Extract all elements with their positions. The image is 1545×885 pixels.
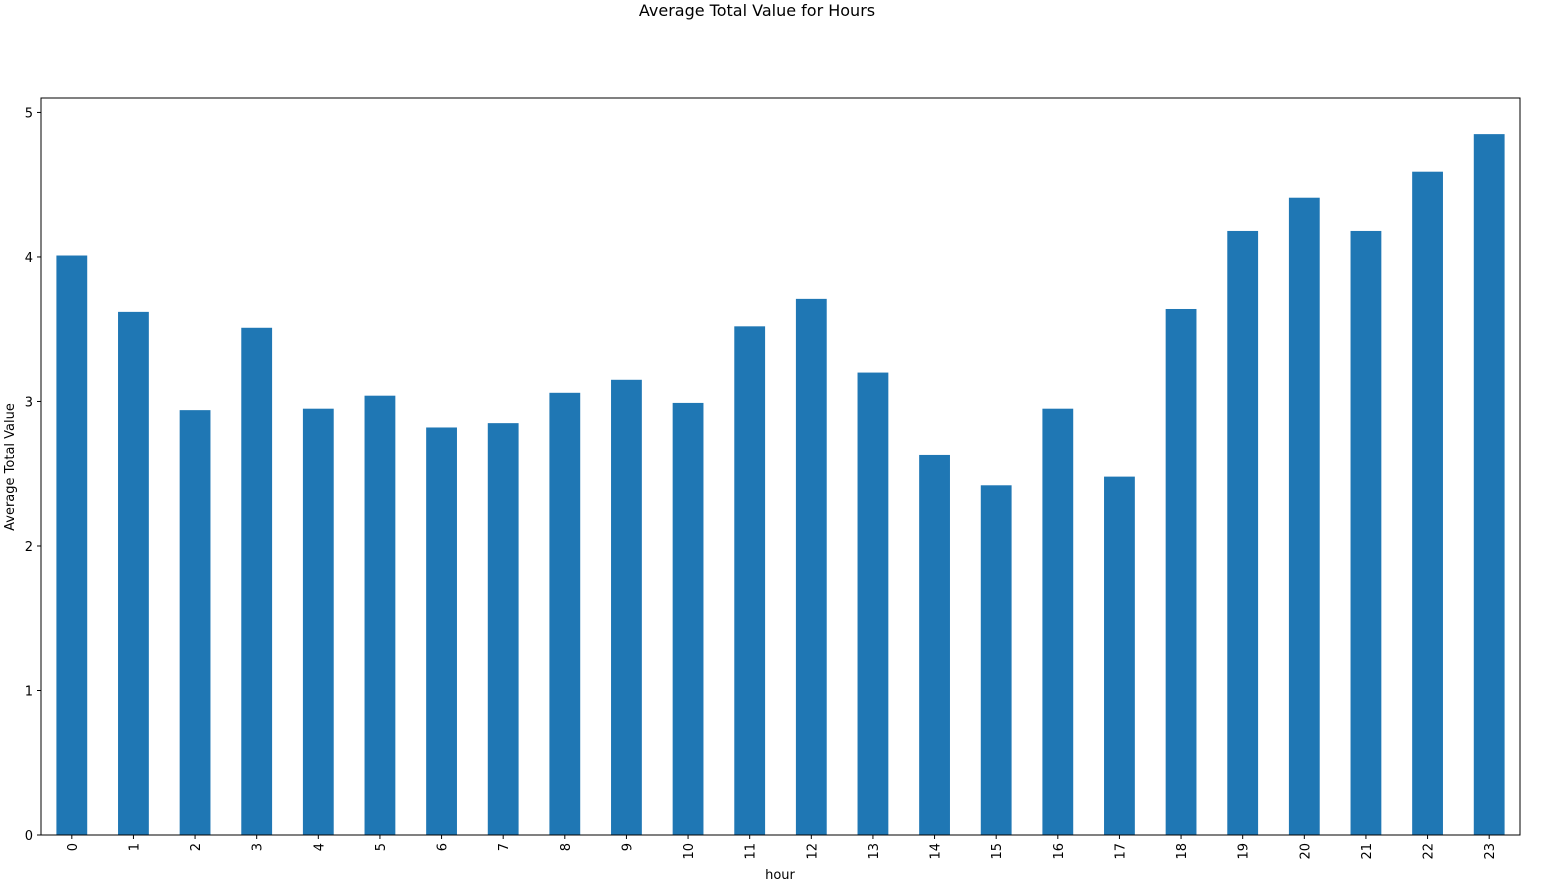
x-tick-label: 1 — [127, 843, 142, 851]
y-tick-label: 3 — [25, 395, 33, 410]
x-tick-label: 19 — [1237, 843, 1252, 860]
x-tick-label: 10 — [682, 843, 697, 860]
bar — [611, 379, 642, 835]
bar — [734, 326, 766, 835]
bar — [1104, 476, 1135, 835]
plot-frame — [40, 97, 1521, 836]
x-tick-label: 13 — [867, 843, 882, 860]
x-tick-label: 15 — [990, 843, 1005, 860]
bar — [1288, 197, 1320, 835]
bar — [1412, 171, 1443, 835]
x-tick-label: 11 — [744, 843, 759, 860]
x-tick-label: 21 — [1360, 843, 1375, 860]
bar — [1473, 134, 1505, 836]
y-tick-label: 0 — [25, 829, 33, 844]
x-tick-label: 2 — [189, 843, 204, 851]
x-tick-label: 4 — [312, 843, 327, 851]
bar — [672, 402, 704, 835]
x-tick-label: 7 — [497, 843, 512, 851]
bar — [487, 423, 519, 835]
y-tick-label: 1 — [25, 684, 33, 699]
x-tick-label: 12 — [805, 843, 820, 860]
x-tick-label: 5 — [374, 843, 389, 851]
x-tick-label: 14 — [929, 843, 944, 860]
bar — [241, 327, 273, 835]
x-axis-label: hour — [765, 868, 795, 883]
x-tick-label: 20 — [1298, 843, 1313, 860]
x-tick-label: 18 — [1175, 843, 1190, 860]
bar — [364, 395, 396, 835]
bar — [549, 392, 581, 835]
bar — [980, 485, 1012, 835]
bar — [795, 298, 827, 835]
x-tick-label: 17 — [1113, 843, 1128, 860]
x-tick-label: 6 — [436, 843, 451, 851]
bar — [118, 311, 149, 835]
y-axis-label: Average Total Value — [3, 403, 18, 531]
x-tick-label: 0 — [66, 843, 81, 851]
x-tick-label: 22 — [1422, 843, 1437, 860]
x-tick-label: 16 — [1052, 843, 1067, 860]
y-tick-label: 2 — [25, 540, 33, 555]
y-tick-label: 4 — [25, 251, 33, 266]
bar — [56, 255, 88, 835]
y-tick-label: 5 — [25, 106, 33, 121]
x-tick-label: 8 — [559, 843, 574, 851]
x-tick-label: 3 — [251, 843, 266, 851]
bar — [426, 427, 457, 835]
bar — [919, 454, 950, 835]
bar — [1042, 408, 1074, 835]
chart-title: Average Total Value for Hours — [639, 1, 875, 20]
bar — [1350, 230, 1382, 835]
bar — [857, 372, 889, 835]
bar — [1165, 308, 1197, 835]
x-tick-label: 23 — [1483, 843, 1498, 860]
bar — [179, 410, 211, 835]
bar — [1227, 230, 1259, 835]
x-tick-label: 9 — [620, 843, 635, 851]
bar — [302, 408, 334, 835]
